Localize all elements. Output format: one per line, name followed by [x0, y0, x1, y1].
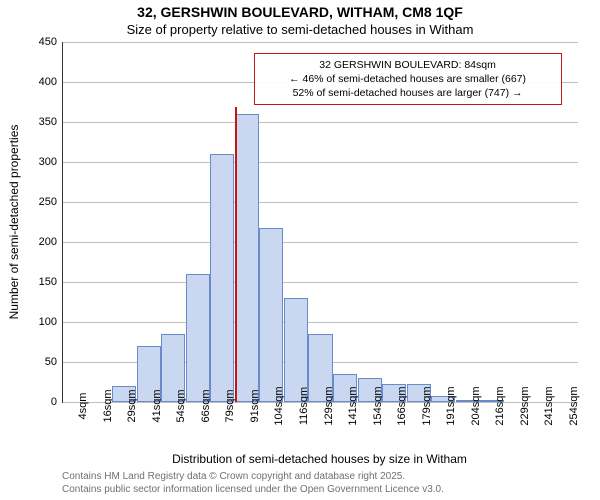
grid-line — [63, 162, 578, 163]
histogram-bar — [235, 114, 259, 402]
chart-subtitle: Size of property relative to semi-detach… — [0, 22, 600, 37]
x-tick-label: 179sqm — [419, 386, 433, 425]
grid-line — [63, 242, 578, 243]
y-axis-label: Number of semi-detached properties — [7, 125, 21, 320]
y-tick-label: 450 — [39, 36, 57, 48]
y-tick-label: 400 — [39, 76, 57, 88]
x-tick-label: 216sqm — [492, 386, 506, 425]
y-tick-label: 350 — [39, 116, 57, 128]
y-tick-label: 300 — [39, 156, 57, 168]
histogram-bar — [186, 274, 210, 402]
grid-line — [63, 282, 578, 283]
x-tick-label: 191sqm — [443, 386, 457, 425]
grid-line — [63, 202, 578, 203]
histogram-bar — [210, 154, 234, 402]
x-tick-label: 241sqm — [541, 386, 555, 425]
grid-line — [63, 42, 578, 43]
chart-root: 32, GERSHWIN BOULEVARD, WITHAM, CM8 1QF … — [0, 0, 600, 500]
y-tick-label: 50 — [45, 356, 57, 368]
info-box-line: ← 46% of semi-detached houses are smalle… — [262, 72, 554, 86]
info-box-line: 32 GERSHWIN BOULEVARD: 84sqm — [262, 58, 554, 72]
info-box: 32 GERSHWIN BOULEVARD: 84sqm← 46% of sem… — [254, 53, 562, 106]
info-box-line: 52% of semi-detached houses are larger (… — [262, 86, 554, 100]
histogram-bar — [259, 228, 283, 402]
plot-area: 0501001502002503003504004504sqm16sqm29sq… — [62, 42, 578, 403]
x-tick-label: 204sqm — [468, 386, 482, 425]
y-tick-label: 200 — [39, 236, 57, 248]
y-tick-label: 100 — [39, 316, 57, 328]
y-tick-label: 250 — [39, 196, 57, 208]
x-tick-label: 4sqm — [75, 393, 89, 420]
grid-line — [63, 122, 578, 123]
grid-line — [63, 322, 578, 323]
chart-title: 32, GERSHWIN BOULEVARD, WITHAM, CM8 1QF — [0, 4, 600, 20]
x-tick-label: 254sqm — [566, 386, 580, 425]
attribution: Contains HM Land Registry data © Crown c… — [62, 471, 444, 496]
property-marker — [235, 107, 237, 402]
y-tick-label: 0 — [51, 396, 57, 408]
y-tick-label: 150 — [39, 276, 57, 288]
x-tick-label: 229sqm — [517, 386, 531, 425]
attribution-line1: Contains HM Land Registry data © Crown c… — [62, 471, 444, 484]
attribution-line2: Contains public sector information licen… — [62, 484, 444, 497]
x-axis-label: Distribution of semi-detached houses by … — [62, 452, 577, 466]
